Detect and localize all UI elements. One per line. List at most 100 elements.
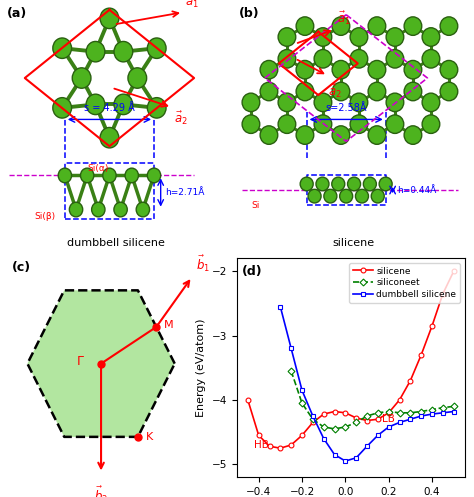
Circle shape	[296, 17, 314, 35]
Circle shape	[350, 115, 368, 133]
dumbbell silicene	[408, 416, 413, 422]
Circle shape	[332, 177, 345, 191]
Circle shape	[440, 17, 458, 35]
silicene	[288, 442, 294, 448]
siliconeet	[343, 424, 348, 430]
Circle shape	[278, 50, 296, 68]
Circle shape	[278, 93, 296, 112]
Circle shape	[260, 61, 278, 79]
dumbbell silicene	[310, 413, 316, 419]
Circle shape	[332, 17, 350, 35]
Circle shape	[114, 94, 133, 115]
silicene	[386, 410, 392, 416]
silicene	[267, 443, 273, 449]
Circle shape	[371, 189, 384, 203]
Text: $\vec{a}_1$: $\vec{a}_1$	[185, 0, 199, 10]
Circle shape	[86, 41, 105, 62]
Circle shape	[350, 28, 368, 46]
Text: M: M	[164, 320, 174, 330]
Circle shape	[368, 17, 386, 35]
Circle shape	[404, 61, 422, 79]
Circle shape	[350, 93, 368, 112]
Text: h=2.71Å: h=2.71Å	[165, 188, 204, 197]
Text: HB: HB	[255, 440, 269, 450]
Circle shape	[260, 82, 278, 101]
Text: K: K	[146, 432, 153, 442]
Text: Si(α): Si(α)	[88, 164, 109, 173]
Circle shape	[103, 168, 116, 183]
silicene	[419, 352, 424, 358]
Circle shape	[350, 50, 368, 68]
Circle shape	[422, 115, 440, 133]
Circle shape	[100, 8, 119, 29]
dumbbell silicene	[440, 410, 446, 416]
dumbbell silicene	[353, 455, 359, 461]
Circle shape	[100, 127, 119, 148]
Circle shape	[81, 168, 94, 183]
Line: dumbbell silicene: dumbbell silicene	[278, 304, 456, 464]
Circle shape	[91, 202, 105, 217]
Circle shape	[136, 202, 149, 217]
Circle shape	[278, 28, 296, 46]
silicene	[397, 397, 402, 403]
dumbbell silicene	[321, 435, 327, 441]
Circle shape	[422, 28, 440, 46]
Y-axis label: Energy (eV/atom): Energy (eV/atom)	[196, 319, 206, 417]
Legend: silicene, siliconeet, dumbbell silicene: silicene, siliconeet, dumbbell silicene	[349, 263, 460, 303]
silicene	[451, 268, 456, 274]
Text: s = 4.29 Å: s = 4.29 Å	[84, 103, 135, 113]
Text: LB: LB	[382, 414, 395, 424]
silicene	[429, 323, 435, 329]
Circle shape	[53, 38, 72, 59]
Circle shape	[114, 41, 133, 62]
silicene	[375, 416, 381, 422]
Circle shape	[125, 168, 138, 183]
silicene	[353, 415, 359, 421]
siliconeet	[375, 410, 381, 416]
Circle shape	[242, 115, 260, 133]
Circle shape	[128, 68, 146, 88]
Circle shape	[386, 50, 404, 68]
silicene	[277, 445, 283, 451]
Circle shape	[368, 61, 386, 79]
dumbbell silicene	[375, 432, 381, 438]
siliconeet	[451, 404, 456, 410]
Circle shape	[72, 68, 91, 88]
Text: (c): (c)	[11, 261, 31, 274]
siliconeet	[332, 426, 337, 432]
silicene	[256, 432, 262, 438]
Circle shape	[147, 168, 161, 183]
Text: h=0.44Å: h=0.44Å	[397, 185, 437, 194]
silicene	[364, 417, 370, 423]
Circle shape	[296, 61, 314, 79]
Text: $\vec{a}_2$: $\vec{a}_2$	[174, 110, 188, 127]
Circle shape	[332, 82, 350, 101]
Circle shape	[114, 202, 127, 217]
Circle shape	[147, 38, 166, 59]
Circle shape	[356, 189, 368, 203]
Circle shape	[296, 126, 314, 144]
Circle shape	[368, 82, 386, 101]
dumbbell silicene	[429, 411, 435, 417]
Circle shape	[296, 82, 314, 101]
Circle shape	[147, 97, 166, 118]
Circle shape	[308, 189, 321, 203]
Circle shape	[314, 93, 332, 112]
Text: silicene: silicene	[332, 239, 374, 248]
Text: dumbbell silicene: dumbbell silicene	[67, 239, 165, 248]
dumbbell silicene	[343, 458, 348, 464]
dumbbell silicene	[299, 387, 305, 393]
silicene	[321, 411, 327, 417]
Text: Si: Si	[251, 201, 260, 210]
siliconeet	[397, 410, 402, 416]
Circle shape	[364, 177, 376, 191]
Text: (a): (a)	[7, 7, 27, 20]
Circle shape	[260, 126, 278, 144]
Circle shape	[53, 97, 72, 118]
Circle shape	[314, 28, 332, 46]
siliconeet	[364, 413, 370, 419]
siliconeet	[310, 416, 316, 422]
siliconeet	[419, 409, 424, 414]
Text: $\vec{a}_2$: $\vec{a}_2$	[328, 83, 341, 100]
Circle shape	[86, 94, 105, 115]
